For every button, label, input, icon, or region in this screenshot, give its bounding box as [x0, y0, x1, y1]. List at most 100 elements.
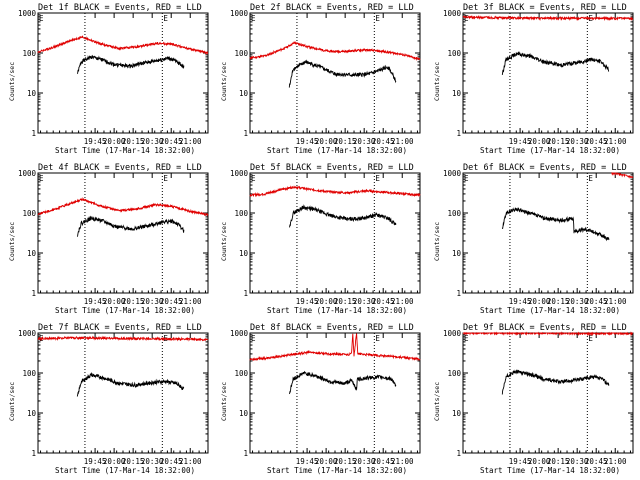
- y-axis-label: Counts/sec: [220, 62, 228, 101]
- x-tick-label: 19:45: [84, 457, 107, 466]
- y-axis-label: Counts/sec: [433, 222, 441, 261]
- y-tick-label: 100: [447, 369, 461, 378]
- panel-title: Det 6f BLACK = Events, RED = LLD: [463, 163, 627, 173]
- panel-det-9: Det 9f BLACK = Events, RED = LLD 1 10 100 10…: [433, 323, 634, 475]
- lld-series-line: [37, 196, 209, 217]
- events-series-line: [501, 51, 610, 75]
- events-series-line: [76, 372, 185, 397]
- y-tick-label: 100: [447, 49, 461, 58]
- x-tick-label: 20:45: [160, 137, 183, 146]
- x-tick-label: 19:45: [84, 297, 107, 306]
- event-marker-label: E: [163, 174, 168, 183]
- plot-frame: [462, 12, 634, 134]
- panel-title: Det 4f BLACK = Events, RED = LLD: [38, 163, 202, 173]
- panel-title: Det 7f BLACK = Events, RED = LLD: [38, 323, 202, 333]
- event-marker-label: E: [251, 14, 256, 23]
- y-tick-label: 100: [22, 209, 36, 218]
- events-series-line: [288, 59, 397, 88]
- y-tick-label: 1000: [443, 9, 462, 18]
- y-axis-label: Counts/sec: [8, 62, 16, 101]
- panel-title: Det 5f BLACK = Events, RED = LLD: [250, 163, 414, 173]
- x-tick-label: 19:45: [509, 457, 532, 466]
- events-series-line: [501, 207, 610, 242]
- x-axis-label: Start Time (17-Mar-14 18:32:00): [480, 306, 620, 315]
- x-tick-label: 20:30: [141, 457, 164, 466]
- x-tick-label: 20:30: [141, 297, 164, 306]
- y-tick-label: 1: [456, 289, 461, 298]
- x-tick-label: 19:45: [296, 457, 319, 466]
- y-tick-label: 1000: [230, 169, 249, 178]
- x-axis-label: Start Time (17-Mar-14 18:32:00): [55, 306, 195, 315]
- x-tick-label: 20:00: [315, 297, 338, 306]
- y-tick-label: 10: [239, 409, 249, 418]
- x-tick-label: 20:45: [372, 297, 395, 306]
- x-tick-label: 20:00: [103, 137, 126, 146]
- x-tick-label: 19:45: [509, 137, 532, 146]
- y-tick-label: 100: [234, 49, 248, 58]
- y-tick-label: 10: [452, 89, 462, 98]
- event-marker-label: E: [251, 334, 256, 343]
- y-tick-label: 10: [27, 89, 37, 98]
- x-tick-label: 20:00: [315, 137, 338, 146]
- event-marker-label: E: [588, 334, 593, 343]
- y-tick-label: 100: [22, 369, 36, 378]
- y-tick-label: 10: [452, 249, 462, 258]
- x-axis-label: Start Time (17-Mar-14 18:32:00): [267, 306, 407, 315]
- x-tick-label: 19:45: [84, 137, 107, 146]
- event-marker-label: E: [163, 14, 168, 23]
- plot-frame: [37, 172, 209, 294]
- x-tick-label: 21:00: [604, 297, 627, 306]
- plot-frame: [249, 332, 421, 454]
- y-axis-label: Counts/sec: [220, 222, 228, 261]
- lld-series-line: [462, 331, 634, 337]
- lld-series-line: [37, 35, 209, 55]
- events-series-line: [289, 204, 397, 228]
- y-tick-label: 100: [234, 209, 248, 218]
- y-tick-label: 1: [31, 449, 36, 458]
- x-tick-label: 20:45: [585, 137, 608, 146]
- x-tick-label: 20:30: [141, 137, 164, 146]
- panel-title: Det 9f BLACK = Events, RED = LLD: [463, 323, 627, 333]
- y-tick-label: 10: [239, 249, 249, 258]
- y-tick-label: 1000: [230, 329, 249, 338]
- lld-series-line: [249, 333, 421, 362]
- panel-det-4: Det 4f BLACK = Events, RED = LLD 1 10 100 10…: [8, 163, 209, 315]
- x-tick-label: 20:15: [334, 457, 357, 466]
- x-tick-label: 21:00: [391, 297, 414, 306]
- x-tick-label: 20:30: [566, 297, 589, 306]
- panel-det-3: Det 3f BLACK = Events, RED = LLD 1 10 100 10…: [433, 3, 634, 155]
- x-tick-label: 20:15: [122, 137, 145, 146]
- x-axis-label: Start Time (17-Mar-14 18:32:00): [480, 466, 620, 475]
- x-tick-label: 21:00: [179, 137, 202, 146]
- x-axis-label: Start Time (17-Mar-14 18:32:00): [267, 466, 407, 475]
- x-tick-label: 20:00: [103, 457, 126, 466]
- lld-series-line: [611, 172, 634, 179]
- x-axis-label: Start Time (17-Mar-14 18:32:00): [55, 466, 195, 475]
- y-tick-label: 1000: [443, 169, 462, 178]
- x-tick-label: 20:30: [353, 297, 376, 306]
- event-marker-label: E: [375, 174, 380, 183]
- plot-frame: [37, 12, 209, 134]
- panel-title: Det 8f BLACK = Events, RED = LLD: [250, 323, 414, 333]
- panel-det-1: Det 1f BLACK = Events, RED = LLD 1 10 100 10…: [8, 3, 209, 155]
- y-tick-label: 1: [243, 289, 248, 298]
- events-series-line: [76, 215, 185, 237]
- event-marker-label: E: [251, 174, 256, 183]
- x-tick-label: 21:00: [391, 457, 414, 466]
- x-tick-label: 20:00: [315, 457, 338, 466]
- x-tick-label: 20:45: [160, 457, 183, 466]
- y-tick-label: 1: [243, 129, 248, 138]
- y-tick-label: 1000: [18, 169, 37, 178]
- panel-det-8: Det 8f BLACK = Events, RED = LLD 1 10 100 10…: [220, 323, 421, 475]
- y-axis-label: Counts/sec: [220, 382, 228, 421]
- panel-det-2: Det 2f BLACK = Events, RED = LLD 1 10 100 10…: [220, 3, 421, 155]
- x-tick-label: 20:00: [528, 137, 551, 146]
- x-tick-label: 20:30: [566, 457, 589, 466]
- y-tick-label: 10: [27, 249, 37, 258]
- x-tick-label: 20:45: [372, 457, 395, 466]
- x-tick-label: 20:30: [353, 457, 376, 466]
- y-tick-label: 10: [27, 409, 37, 418]
- panel-det-7: Det 7f BLACK = Events, RED = LLD 1 10 100 10…: [8, 323, 209, 475]
- events-series-line: [288, 370, 397, 395]
- y-axis-label: Counts/sec: [433, 382, 441, 421]
